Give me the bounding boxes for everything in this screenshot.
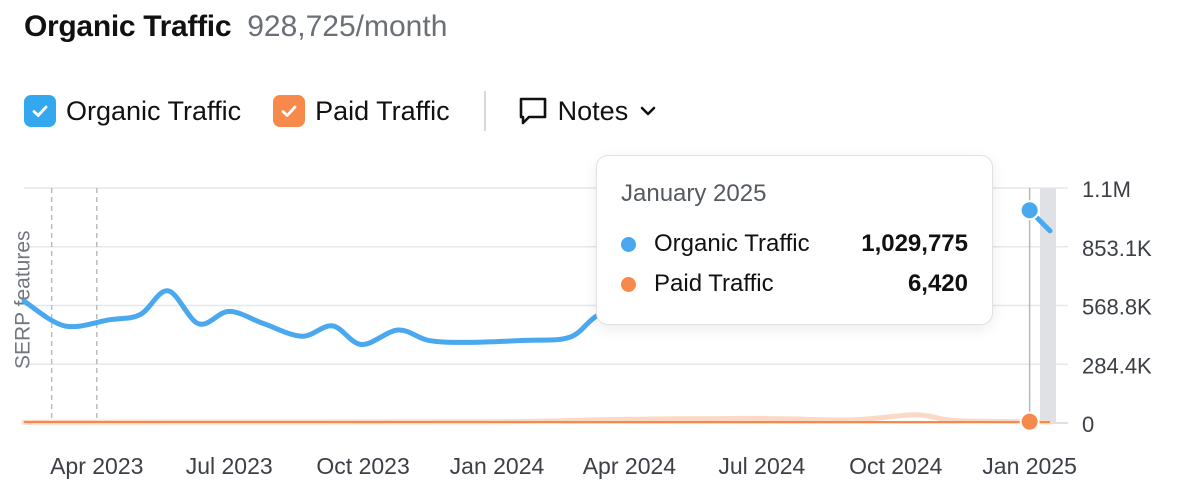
y-tick-label: 568.8K (1082, 295, 1152, 320)
notes-label: Notes (557, 95, 629, 126)
tooltip-paid-value: 6,420 (907, 270, 968, 297)
paid-dot-icon (621, 276, 636, 292)
notes-dropdown[interactable]: Notes (518, 96, 659, 127)
chart-legend: Organic Traffic Paid Traffic Notes (24, 91, 659, 131)
tooltip-date: January 2025 (621, 180, 767, 207)
x-tick-label: Oct 2023 (316, 453, 409, 479)
x-tick-label: Apr 2023 (50, 453, 143, 479)
traffic-chart: 1.1M 853.1K 568.8K 284.4K 0 Apr 2023 Jul 2023 O… (12, 177, 1152, 479)
tooltip-organic-value: 1,029,775 (861, 230, 968, 257)
organic-point-marker (1019, 200, 1040, 221)
comment-icon (519, 97, 546, 125)
y-tick-label: 853.1K (1082, 236, 1152, 261)
tooltip-row-organic: Organic Traffic 1,029,775 (621, 224, 968, 264)
organic-checkbox[interactable] (24, 95, 56, 127)
page-title: Organic Traffic (24, 10, 232, 43)
x-tick-label: Oct 2024 (849, 453, 943, 479)
checkmark-icon (32, 105, 48, 117)
paid-point-marker (1019, 411, 1040, 432)
legend-organic-toggle[interactable]: Organic Traffic (24, 95, 241, 127)
legend-divider (483, 91, 486, 131)
organic-traffic-line (21, 288, 653, 347)
highlight-band (1040, 188, 1056, 423)
organic-dot-icon (621, 236, 636, 252)
y-tick-label: 284.4K (1082, 353, 1152, 378)
y-tick-label: 0 (1082, 412, 1094, 437)
x-tick-label: Apr 2024 (583, 453, 677, 479)
x-tick-label: Jan 2025 (982, 453, 1077, 479)
monthly-traffic-value: 928,725/month (247, 10, 448, 43)
y-tick-label: 1.1M (1082, 177, 1131, 202)
legend-organic-label: Organic Traffic (66, 95, 242, 126)
checkmark-icon (281, 105, 297, 117)
x-tick-label: Jan 2024 (450, 453, 545, 479)
x-tick-label: Jul 2023 (186, 453, 273, 479)
tooltip-paid-label: Paid Traffic (654, 270, 774, 297)
tooltip-row-paid: Paid Traffic 6,420 (621, 264, 968, 304)
chart-header: Organic Traffic 928,725/month (24, 10, 447, 44)
paid-checkbox[interactable] (273, 95, 306, 127)
x-tick-label: Jul 2024 (718, 453, 805, 479)
tooltip-organic-label: Organic Traffic (654, 230, 810, 257)
chart-tooltip: January 2025 Organic Traffic 1,029,775 P… (596, 155, 993, 325)
chevron-down-icon (640, 106, 656, 116)
legend-paid-toggle[interactable]: Paid Traffic (273, 95, 450, 127)
legend-paid-label: Paid Traffic (315, 95, 450, 126)
